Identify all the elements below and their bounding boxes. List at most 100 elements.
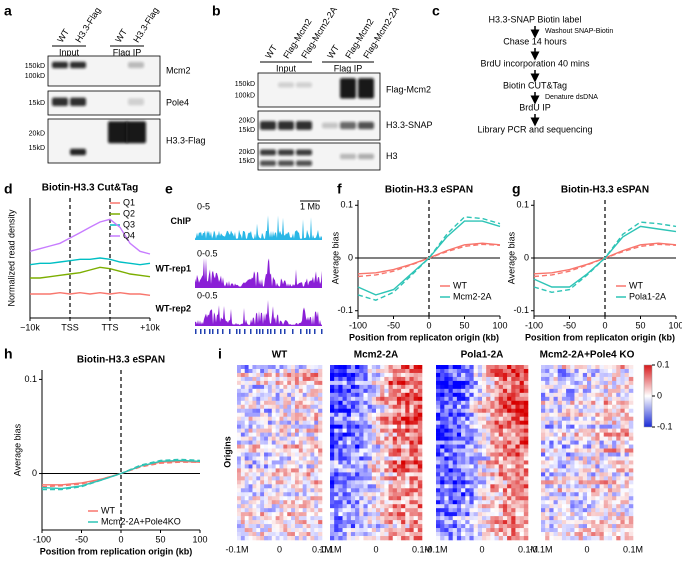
heat-cell <box>507 488 512 493</box>
heat-cell <box>355 440 360 445</box>
heat-cell <box>603 472 609 477</box>
heat-cell <box>413 480 419 485</box>
heat-cell <box>409 444 414 449</box>
heat-cell <box>620 392 625 398</box>
heat-cell <box>302 484 307 489</box>
heat-cell <box>448 460 454 465</box>
heat-cell <box>486 404 491 410</box>
heat-cell <box>456 484 462 489</box>
heat-cell <box>363 396 368 402</box>
heat-cell <box>444 376 449 382</box>
heat-cell <box>279 508 284 513</box>
heat-cell <box>384 388 389 394</box>
heat-cell <box>587 496 592 501</box>
heat-cell <box>409 468 414 473</box>
heat-cell <box>591 380 596 386</box>
heat-cell <box>545 532 550 537</box>
heat-cell <box>240 432 246 437</box>
heat-cell <box>298 376 303 382</box>
heat-cell <box>384 456 389 461</box>
heat-cell <box>578 484 584 489</box>
heat-cell <box>620 456 625 461</box>
heat-cell <box>417 500 423 505</box>
heat-cell <box>409 500 414 505</box>
heat-cell <box>338 368 343 374</box>
heat-cell <box>515 452 520 457</box>
heat-cell <box>291 428 296 433</box>
heat-cell <box>582 504 588 509</box>
step: H3.3-SNAP Biotin label <box>489 14 582 24</box>
heat-cell <box>298 488 303 493</box>
heat-cell <box>620 368 625 374</box>
heat-cell <box>367 365 373 370</box>
heat-cell <box>498 420 504 425</box>
heat-cell <box>275 428 280 433</box>
heat-cell <box>473 532 479 537</box>
heat-cell <box>283 428 288 433</box>
heat-cell <box>582 388 588 394</box>
heat-cell <box>473 504 479 509</box>
heat-cell <box>469 396 474 402</box>
heat-cell <box>342 408 348 414</box>
heat-cell <box>628 404 634 410</box>
heat-cell <box>392 516 398 521</box>
heat-cell <box>417 468 423 473</box>
heat-cell <box>371 480 377 485</box>
heat-cell <box>388 520 394 525</box>
heat-cell <box>384 365 389 370</box>
heat-cell <box>461 372 466 378</box>
heat-cell <box>338 416 343 421</box>
heat-cell <box>267 428 273 433</box>
series-line <box>42 458 201 491</box>
heat-cell <box>566 428 571 433</box>
heat-cell <box>628 440 634 445</box>
heat-cell <box>306 460 311 465</box>
y-tick-label: -0.1 <box>513 305 529 315</box>
heat-cell <box>376 416 381 421</box>
heat-cell <box>314 368 319 374</box>
heat-cell <box>465 488 470 493</box>
heat-cell <box>452 440 458 445</box>
heat-cell <box>566 388 571 394</box>
heat-cell <box>570 508 575 513</box>
heat-cell <box>498 464 504 469</box>
heat-cell <box>587 408 592 414</box>
heat-cell <box>376 500 381 505</box>
heat-cell <box>541 420 546 425</box>
heat-cell <box>482 448 487 453</box>
heat-cell <box>376 388 381 394</box>
heat-cell <box>515 504 520 509</box>
heat-cell <box>244 404 249 410</box>
heat-cell <box>302 492 307 497</box>
heat-cell <box>436 476 441 481</box>
heat-cell <box>342 436 348 441</box>
heat-cell <box>384 392 389 398</box>
heat-cell <box>291 452 296 457</box>
heat-cell <box>519 516 525 521</box>
heat-cell <box>384 496 389 501</box>
heat-cell <box>237 460 242 465</box>
heat-cell <box>486 436 491 441</box>
heat-cell <box>519 392 525 398</box>
heat-cell <box>461 452 466 457</box>
heat-cell <box>318 372 323 378</box>
heat-cell <box>469 380 474 386</box>
heat-cell <box>490 365 495 370</box>
heat-cell <box>566 424 571 429</box>
heat-cell <box>545 468 550 473</box>
heat-cell <box>401 512 406 517</box>
heat-cell <box>570 464 575 469</box>
heatmap-x-tick: 0 <box>373 544 378 554</box>
heat-cell <box>603 524 609 529</box>
heat-cell <box>561 436 567 441</box>
heat-cell <box>334 516 339 521</box>
heat-cell <box>620 516 625 521</box>
heat-cell <box>275 365 280 370</box>
heat-cell <box>494 520 500 525</box>
heat-cell <box>490 516 495 521</box>
heat-cell <box>436 400 441 406</box>
heat-cell <box>507 512 512 517</box>
heat-cell <box>306 436 311 441</box>
heat-cell <box>436 448 441 453</box>
heat-cell <box>553 428 559 433</box>
